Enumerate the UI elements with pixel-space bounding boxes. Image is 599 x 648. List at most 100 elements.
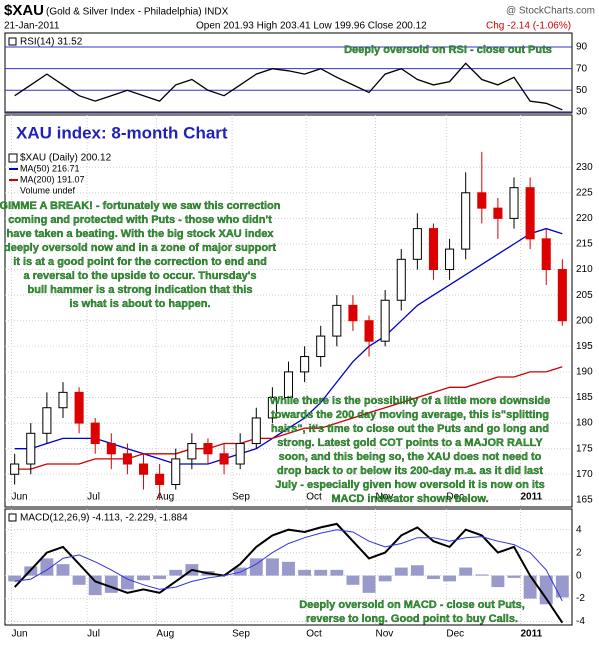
y-tick-label: 200	[576, 315, 593, 326]
x-tick-label: Jun	[11, 629, 27, 640]
y-tick-label: 185	[576, 392, 593, 403]
y-tick-label: -2	[576, 593, 585, 604]
y-tick-label: 230	[576, 162, 593, 173]
y-tick-label: 30	[576, 107, 588, 118]
candle-body	[396, 258, 406, 301]
candle-body	[26, 432, 36, 465]
histogram-bar	[491, 575, 505, 588]
x-tick-label: Sep	[232, 492, 250, 503]
candle-body	[380, 299, 390, 342]
y-tick-label: 70	[576, 63, 588, 74]
y-tick-label: 195	[576, 341, 593, 352]
legend-entry: $XAU (Daily) 200.12	[20, 153, 112, 164]
y-tick-label: 90	[576, 42, 588, 53]
histogram-bar	[555, 575, 569, 598]
histogram-bar	[330, 569, 344, 576]
description: (Gold & Silver Index - Philadelphia) IND…	[46, 7, 229, 18]
series-line	[13, 522, 564, 624]
candle-body	[267, 396, 277, 419]
histogram-bar	[346, 575, 360, 585]
x-tick-label: Jul	[87, 629, 100, 640]
x-tick-label: Oct	[306, 629, 322, 640]
candle-body	[461, 192, 471, 250]
series-line	[14, 227, 563, 465]
histogram-bar	[314, 569, 328, 576]
annotation: hairs", it's time to close out the Puts …	[271, 423, 549, 435]
candle-body	[187, 443, 197, 460]
label-swatch	[8, 513, 17, 522]
histogram-bar	[72, 575, 86, 585]
candle-body	[171, 458, 181, 485]
y-tick-label: 210	[576, 264, 593, 275]
y-tick-label: -4	[576, 616, 585, 627]
x-tick-label: 2011	[520, 492, 542, 503]
histogram-bar	[120, 575, 134, 590]
y-tick-label: 165	[576, 494, 593, 505]
candle-body	[364, 320, 374, 342]
annotation: towards the 200 day moving average, this…	[271, 409, 549, 421]
histogram-bar	[233, 567, 247, 576]
candle-body	[90, 422, 100, 445]
candle-body	[477, 192, 487, 209]
histogram-bar	[427, 575, 440, 580]
candle-body	[428, 228, 438, 271]
x-tick-label: Jul	[87, 492, 100, 503]
candle-body	[122, 453, 132, 465]
annotation: it is at a good point for the correction…	[13, 256, 267, 268]
histogram-bar	[410, 565, 424, 576]
change: Chg -2.14 (-1.06%)	[486, 21, 571, 32]
annotation: MACD indicator shown below.	[331, 493, 488, 505]
candle-body	[316, 335, 326, 358]
y-tick-label: 50	[576, 85, 588, 96]
panel-label: MACD(12,26,9) -4.113, -2.229, -1.884	[20, 513, 188, 524]
histogram-bar	[265, 558, 279, 576]
annotation: a reversal to the upside to occur. Thurs…	[23, 270, 256, 282]
date: 21-Jan-2011	[4, 21, 60, 32]
histogram-bar	[56, 564, 70, 576]
annotation: Deeply oversold on RSI - close out Puts	[344, 44, 552, 56]
annotation: coming and protected with Puts - those w…	[8, 214, 272, 226]
y-tick-label: 190	[576, 367, 593, 378]
symbol: $XAU	[4, 2, 44, 19]
y-tick-label: 175	[576, 443, 593, 454]
histogram-bar	[88, 575, 102, 596]
x-tick-label: Aug	[156, 492, 174, 503]
candle-body	[412, 228, 422, 260]
y-tick-label: 220	[576, 213, 593, 224]
x-tick-label: Sep	[232, 629, 250, 640]
panel-label: RSI(14) 31.52	[20, 37, 83, 48]
candle-body	[332, 304, 342, 337]
y-tick-label: 180	[576, 418, 593, 429]
legend-entry: MA(200) 191.07	[20, 174, 85, 184]
y-tick-label: 4	[576, 524, 582, 535]
candle-body	[203, 443, 213, 455]
histogram-bar	[104, 575, 118, 593]
candle-body	[10, 463, 20, 475]
candle-body	[348, 304, 358, 322]
candle-body	[445, 248, 455, 271]
candle-body	[541, 238, 551, 271]
y-tick-label: 215	[576, 239, 593, 250]
x-tick-label: Nov	[375, 492, 393, 503]
x-tick-label: Nov	[375, 629, 393, 640]
candle-body	[283, 371, 294, 398]
annotation: strong. Latest gold COT points to a MAJO…	[277, 437, 543, 449]
series-line	[14, 366, 563, 470]
source: @ StockCharts.com	[506, 6, 595, 17]
annotation: While there is the possibility of a litt…	[270, 395, 551, 407]
candle-body	[251, 417, 261, 445]
histogram-bar	[539, 575, 553, 605]
candle-body	[219, 453, 229, 465]
histogram-bar	[523, 575, 537, 599]
histogram-bar	[378, 575, 392, 582]
candle-body	[139, 463, 149, 475]
candle-body	[106, 443, 116, 455]
legend-entry: MA(50) 216.71	[20, 163, 80, 173]
y-tick-label: 0	[576, 570, 582, 581]
histogram-bar	[362, 575, 376, 593]
annotation: reverse to long. Good point to buy Calls…	[306, 613, 518, 625]
legend-swatch	[8, 153, 18, 163]
candle-body	[155, 473, 165, 485]
histogram-bar	[298, 569, 312, 576]
x-tick-label: Dec	[446, 492, 464, 503]
